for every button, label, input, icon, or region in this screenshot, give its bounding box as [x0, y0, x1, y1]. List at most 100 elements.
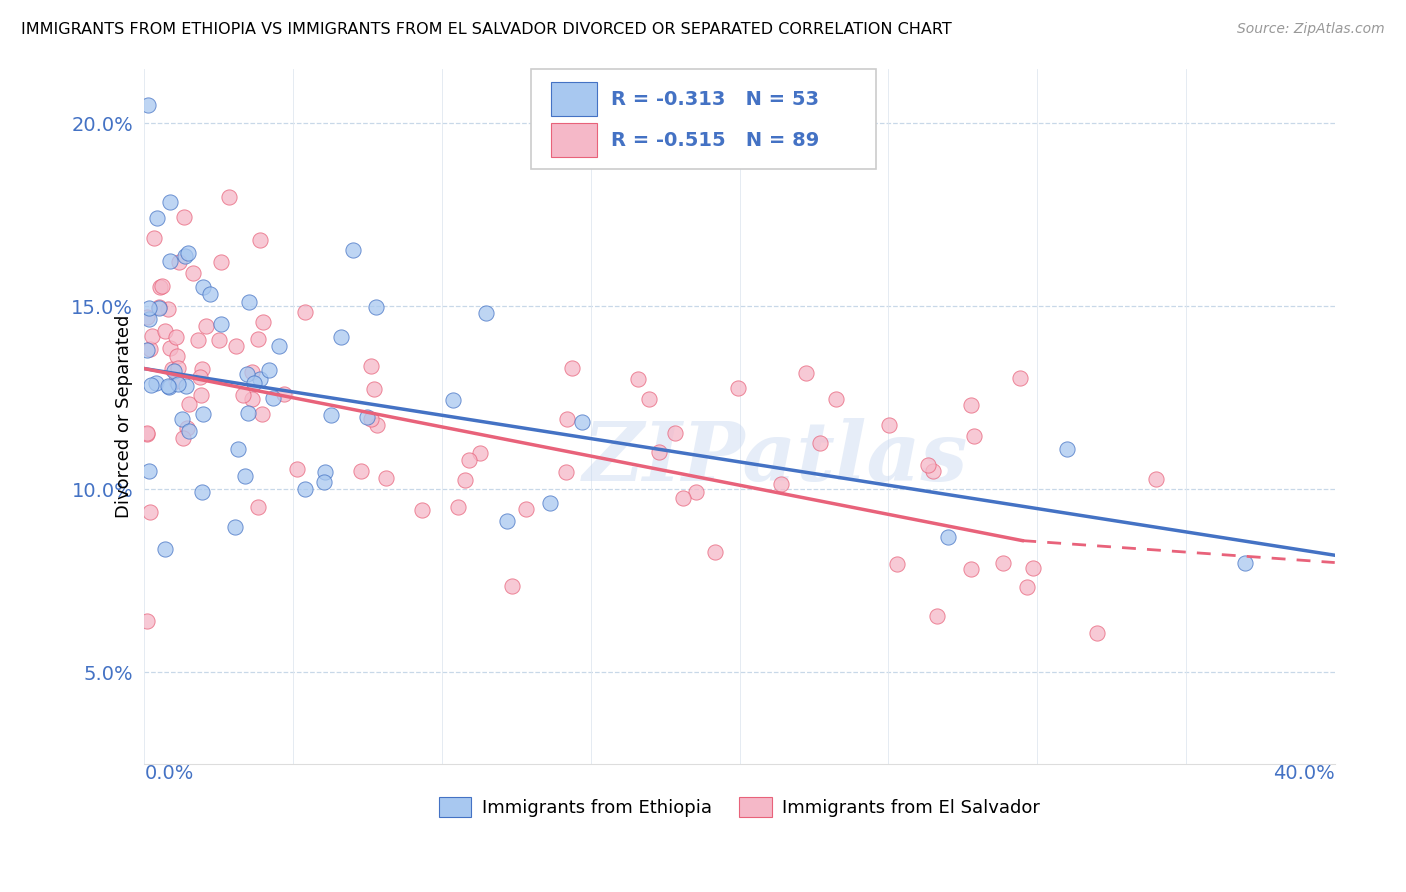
Point: [350, 464, 373, 478]
Point: [138, 301, 160, 315]
Point: [138, 343, 160, 357]
Point: [209, 255, 232, 269]
Point: [160, 362, 183, 376]
Point: [329, 330, 352, 344]
Point: [177, 246, 200, 260]
Point: [218, 189, 240, 203]
Point: [173, 211, 195, 225]
Text: R = -0.515   N = 89: R = -0.515 N = 89: [612, 130, 820, 150]
Point: [136, 425, 159, 440]
Point: [1021, 560, 1043, 574]
Point: [810, 435, 832, 450]
Point: [225, 339, 247, 353]
Point: [191, 362, 214, 376]
Point: [165, 329, 187, 343]
Point: [321, 408, 343, 422]
Point: [148, 301, 170, 315]
Point: [1144, 472, 1167, 486]
Point: [243, 376, 266, 390]
Point: [138, 311, 160, 326]
Point: [252, 407, 274, 421]
Point: [458, 453, 481, 467]
Point: [314, 465, 336, 479]
Point: [208, 333, 231, 347]
Point: [167, 376, 190, 391]
Point: [246, 332, 269, 346]
Point: [148, 301, 170, 315]
Point: [515, 502, 537, 516]
Point: [561, 361, 583, 376]
Point: [294, 305, 316, 319]
Point: [145, 211, 167, 226]
Point: [554, 465, 576, 479]
Point: [236, 406, 259, 420]
Point: [176, 379, 198, 393]
Point: [627, 371, 650, 385]
Point: [136, 310, 159, 325]
Point: [496, 515, 519, 529]
Point: [139, 505, 162, 519]
Point: [664, 425, 686, 440]
Point: [922, 464, 945, 478]
Point: [366, 300, 388, 314]
Point: [259, 362, 281, 376]
Point: [177, 397, 200, 411]
Point: [172, 432, 194, 446]
Point: [963, 428, 986, 442]
Point: [136, 615, 159, 629]
Point: [150, 279, 173, 293]
Point: [991, 556, 1014, 570]
Point: [825, 392, 848, 407]
Point: [240, 365, 263, 379]
Point: [200, 286, 222, 301]
Point: [149, 279, 172, 293]
Point: [312, 475, 335, 490]
Point: [356, 410, 378, 425]
Point: [555, 412, 578, 426]
Point: [242, 392, 264, 407]
Point: [165, 374, 187, 388]
Point: [193, 407, 215, 421]
Point: [166, 360, 188, 375]
Point: [360, 359, 382, 373]
Point: [936, 530, 959, 544]
Point: [249, 372, 271, 386]
Point: [191, 279, 214, 293]
Point: [145, 376, 167, 391]
Point: [538, 496, 561, 510]
Point: [269, 339, 291, 353]
Point: [190, 388, 212, 402]
Point: [441, 393, 464, 408]
Point: [366, 417, 388, 432]
Point: [447, 500, 470, 515]
Point: [166, 350, 188, 364]
Point: [136, 98, 159, 112]
Point: [727, 381, 749, 395]
Point: [637, 392, 659, 406]
Point: [235, 367, 257, 381]
Point: [209, 317, 232, 331]
Point: [886, 557, 908, 571]
Point: [224, 520, 246, 534]
Point: [141, 378, 163, 392]
Point: [163, 364, 186, 378]
Point: [1008, 371, 1031, 385]
Text: IMMIGRANTS FROM ETHIOPIA VS IMMIGRANTS FROM EL SALVADOR DIVORCED OR SEPARATED CO: IMMIGRANTS FROM ETHIOPIA VS IMMIGRANTS F…: [21, 22, 952, 37]
Point: [157, 379, 180, 393]
Point: [672, 491, 695, 505]
Point: [157, 379, 180, 393]
Point: [917, 458, 939, 473]
Point: [159, 341, 181, 355]
Point: [960, 562, 983, 576]
Point: [232, 388, 254, 402]
Text: 0.0%: 0.0%: [145, 764, 194, 783]
Point: [226, 442, 249, 456]
Point: [294, 482, 316, 496]
Point: [238, 294, 260, 309]
Point: [1015, 580, 1038, 594]
Point: [252, 315, 274, 329]
Point: [191, 485, 214, 500]
Point: [794, 366, 817, 380]
Point: [703, 545, 725, 559]
Point: [1234, 556, 1257, 570]
